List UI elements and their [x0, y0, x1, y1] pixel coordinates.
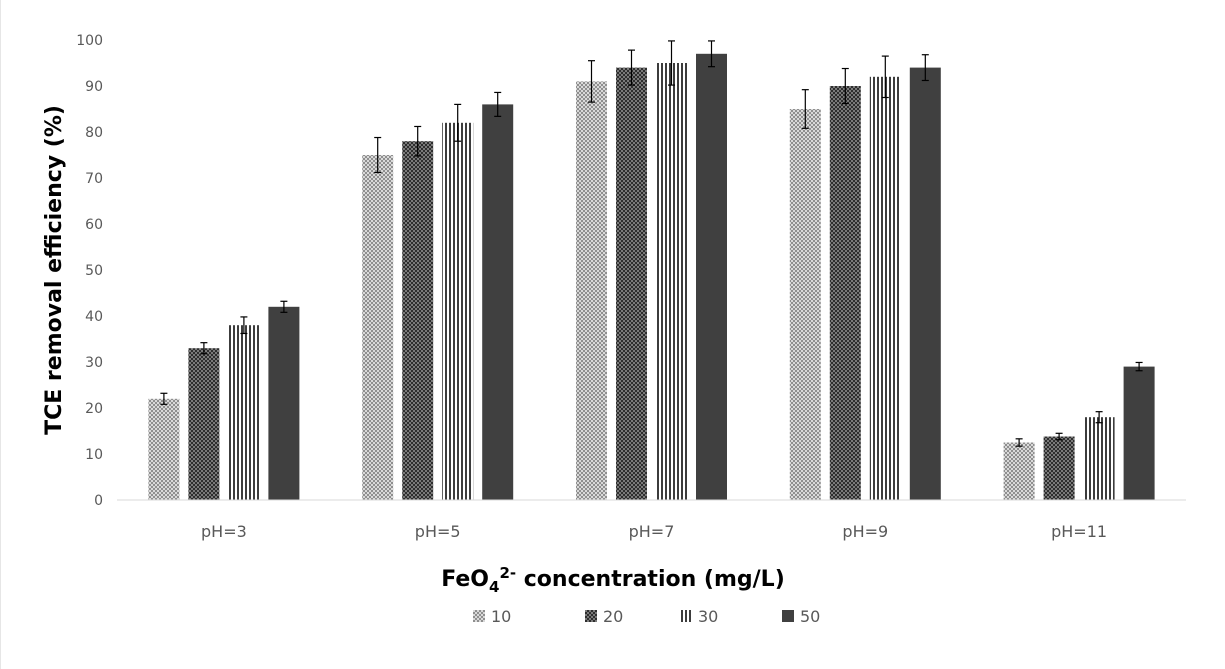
legend-label-50: 50 [800, 607, 820, 626]
y-axis-ticks: 0 10 20 30 40 50 60 70 80 90 100 [76, 33, 103, 509]
bar-30-pH=11[interactable] [1083, 417, 1115, 500]
bar-10-pH=7[interactable] [576, 81, 607, 501]
bar-20-pH=5[interactable] [402, 141, 434, 500]
legend-label-20: 20 [603, 607, 623, 626]
y-tick-label: 60 [85, 217, 103, 233]
bar-50-pH=5[interactable] [482, 104, 514, 501]
bar-20-pH=7[interactable] [616, 67, 647, 500]
bar-50-pH=11[interactable] [1123, 366, 1155, 500]
legend-swatch-10 [473, 610, 485, 622]
category-labels: pH=3 pH=5 pH=7 pH=9 pH=11 [201, 522, 1107, 541]
x-category-label: pH=5 [415, 522, 461, 541]
y-tick-label: 50 [85, 263, 103, 279]
error-bars-layer [160, 40, 1143, 447]
bar-50-pH=7[interactable] [696, 53, 727, 501]
y-tick-label: 30 [85, 355, 103, 371]
x-axis-title-prefix: FeO [441, 567, 489, 592]
bar-20-pH=3[interactable] [188, 348, 220, 500]
x-category-label: pH=11 [1051, 522, 1107, 541]
y-tick-label: 90 [85, 79, 103, 95]
legend-label-10: 10 [491, 607, 511, 626]
bar-30-pH=7[interactable] [656, 63, 687, 500]
x-axis-title-superscript: 2- [499, 564, 516, 582]
bar-50-pH=9[interactable] [909, 67, 941, 500]
bar-10-pH=11[interactable] [1003, 442, 1035, 501]
y-tick-label: 0 [94, 493, 103, 509]
legend-swatch-30 [680, 610, 692, 622]
legend-swatch-20 [585, 610, 597, 622]
legend-swatch-50 [782, 610, 794, 622]
y-tick-label: 100 [76, 33, 103, 49]
bar-30-pH=5[interactable] [442, 122, 474, 501]
x-category-label: pH=7 [629, 522, 675, 541]
bar-10-pH=5[interactable] [362, 155, 394, 500]
bar-20-pH=11[interactable] [1043, 436, 1075, 500]
bar-30-pH=3[interactable] [228, 325, 260, 500]
bar-10-pH=9[interactable] [789, 109, 821, 500]
x-category-label: pH=9 [842, 522, 888, 541]
bar-20-pH=9[interactable] [829, 86, 861, 500]
bar-30-pH=9[interactable] [869, 76, 901, 501]
y-tick-label: 80 [85, 125, 103, 141]
bar-50-pH=3[interactable] [268, 306, 300, 500]
y-tick-label: 70 [85, 171, 103, 187]
legend[interactable]: 10 20 30 50 [473, 607, 820, 626]
legend-label-30: 30 [698, 607, 718, 626]
bars-layer [148, 53, 1155, 501]
x-axis-title: FeO42- concentration (mg/L) [441, 564, 785, 596]
x-axis-title-subscript: 4 [489, 578, 499, 596]
y-tick-label: 20 [85, 401, 103, 417]
y-tick-label: 40 [85, 309, 103, 325]
y-axis-title: TCE removal efficiency (%) [42, 105, 67, 435]
bar-10-pH=3[interactable] [148, 398, 180, 500]
x-axis-title-suffix: concentration (mg/L) [516, 567, 785, 592]
y-tick-label: 10 [85, 447, 103, 463]
x-category-label: pH=3 [201, 522, 247, 541]
